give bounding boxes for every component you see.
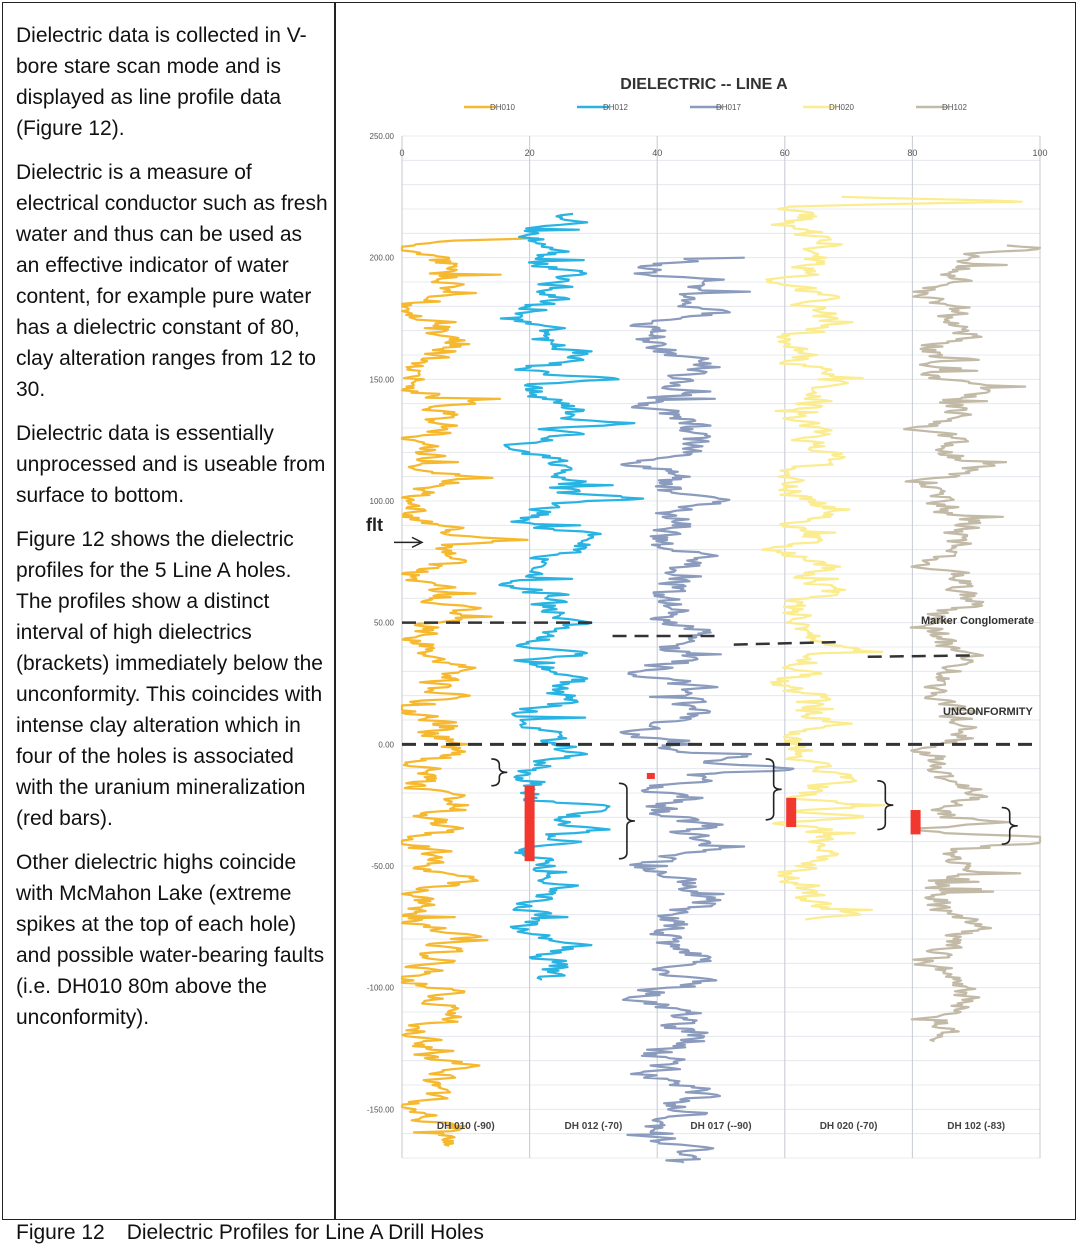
- y-tick-label: -150.00: [367, 1105, 395, 1114]
- hole-label: DH 010 (-90): [437, 1121, 495, 1132]
- x-tick-label: 20: [525, 148, 535, 158]
- high-dielectric-bracket: [491, 758, 508, 787]
- series-line-dh020: [760, 195, 1023, 921]
- paragraph-5: Other dielectric highs coincide with McM…: [16, 851, 325, 1029]
- series-line-dh012: [498, 212, 645, 981]
- high-dielectric-bracket: [1001, 806, 1018, 845]
- fault-arrow-head: [411, 536, 424, 549]
- y-tick-label: 150.00: [370, 375, 395, 384]
- x-tick-label: 60: [780, 148, 790, 158]
- series-line-dh102: [902, 244, 1042, 1043]
- y-tick-label: 200.00: [370, 254, 395, 263]
- paragraph-3: Dielectric data is essentially unprocess…: [16, 422, 326, 507]
- x-tick-label: 40: [652, 148, 662, 158]
- y-tick-label: 100.00: [370, 497, 395, 506]
- chart-legend: DH010 DH012 DH017 DH020 DH102: [464, 103, 967, 112]
- hole-label: DH 020 (-70): [820, 1121, 878, 1132]
- paragraph-2: Dielectric is a measure of electrical co…: [16, 161, 328, 401]
- marker-conglomerate-line: [867, 654, 970, 658]
- uranium-mineralization-bar: [910, 810, 921, 835]
- chart-markers: DH 010 (-90) DH 012 (-70) DH 017 (--90) DH …: [394, 536, 1040, 1132]
- page-frame: [2, 2, 1076, 1220]
- dielectric-chart: 0 20 40 60 80 100 250.00 200.00 150.00 100.00 50.0…: [366, 76, 1048, 1164]
- legend-label-dh017: DH017: [716, 103, 741, 112]
- high-dielectric-bracket: [765, 758, 782, 821]
- caption-label: Figure 12: [16, 1221, 105, 1244]
- hole-label: DH 012 (-70): [564, 1121, 622, 1132]
- high-dielectric-bracket: [877, 780, 894, 831]
- high-dielectric-bracket: [618, 782, 635, 860]
- chart-title: DIELECTRIC -- LINE A: [620, 76, 788, 93]
- series-line-dh017: [619, 256, 795, 1164]
- unconformity-label: UNCONFORMITY: [943, 706, 1033, 718]
- legend-label-dh010: DH010: [490, 103, 515, 112]
- x-tick-label: 80: [907, 148, 917, 158]
- legend-label-dh102: DH102: [942, 103, 967, 112]
- marker-conglomerate-line: [733, 640, 836, 646]
- y-tick-label: 50.00: [374, 619, 395, 628]
- x-tick-label: 100: [1032, 148, 1047, 158]
- series-line-dh010: [400, 237, 540, 1147]
- description-text: Dielectric data is collected in V-bore s…: [16, 20, 328, 1046]
- caption-text: Dielectric Profiles for Line A Drill Hol…: [126, 1221, 484, 1244]
- uranium-mineralization-marker: [646, 772, 655, 779]
- y-tick-label: 250.00: [370, 132, 395, 141]
- uranium-mineralization-bar: [786, 797, 797, 828]
- y-tick-label: 0.00: [378, 740, 394, 749]
- hole-label: DH 102 (-83): [947, 1121, 1005, 1132]
- uranium-mineralization-bar: [524, 785, 535, 862]
- hole-label: DH 017 (--90): [690, 1121, 751, 1132]
- paragraph-4: Figure 12 shows the dielectric profiles …: [16, 528, 323, 830]
- column-divider: [334, 2, 336, 1220]
- fault-label: flt: [366, 515, 383, 535]
- paragraph-1: Dielectric data is collected in V-bore s…: [16, 24, 307, 140]
- y-tick-label: -50.00: [371, 862, 394, 871]
- legend-label-dh020: DH020: [829, 103, 854, 112]
- legend-label-dh012: DH012: [603, 103, 628, 112]
- y-tick-label: -100.00: [367, 984, 395, 993]
- marker-conglomerate-label: Marker Conglomerate: [921, 615, 1034, 627]
- chart-series: [400, 195, 1042, 1164]
- x-tick-label: 0: [399, 148, 404, 158]
- figure-caption: Figure 12 Dielectric Profiles for Line A …: [16, 1221, 484, 1245]
